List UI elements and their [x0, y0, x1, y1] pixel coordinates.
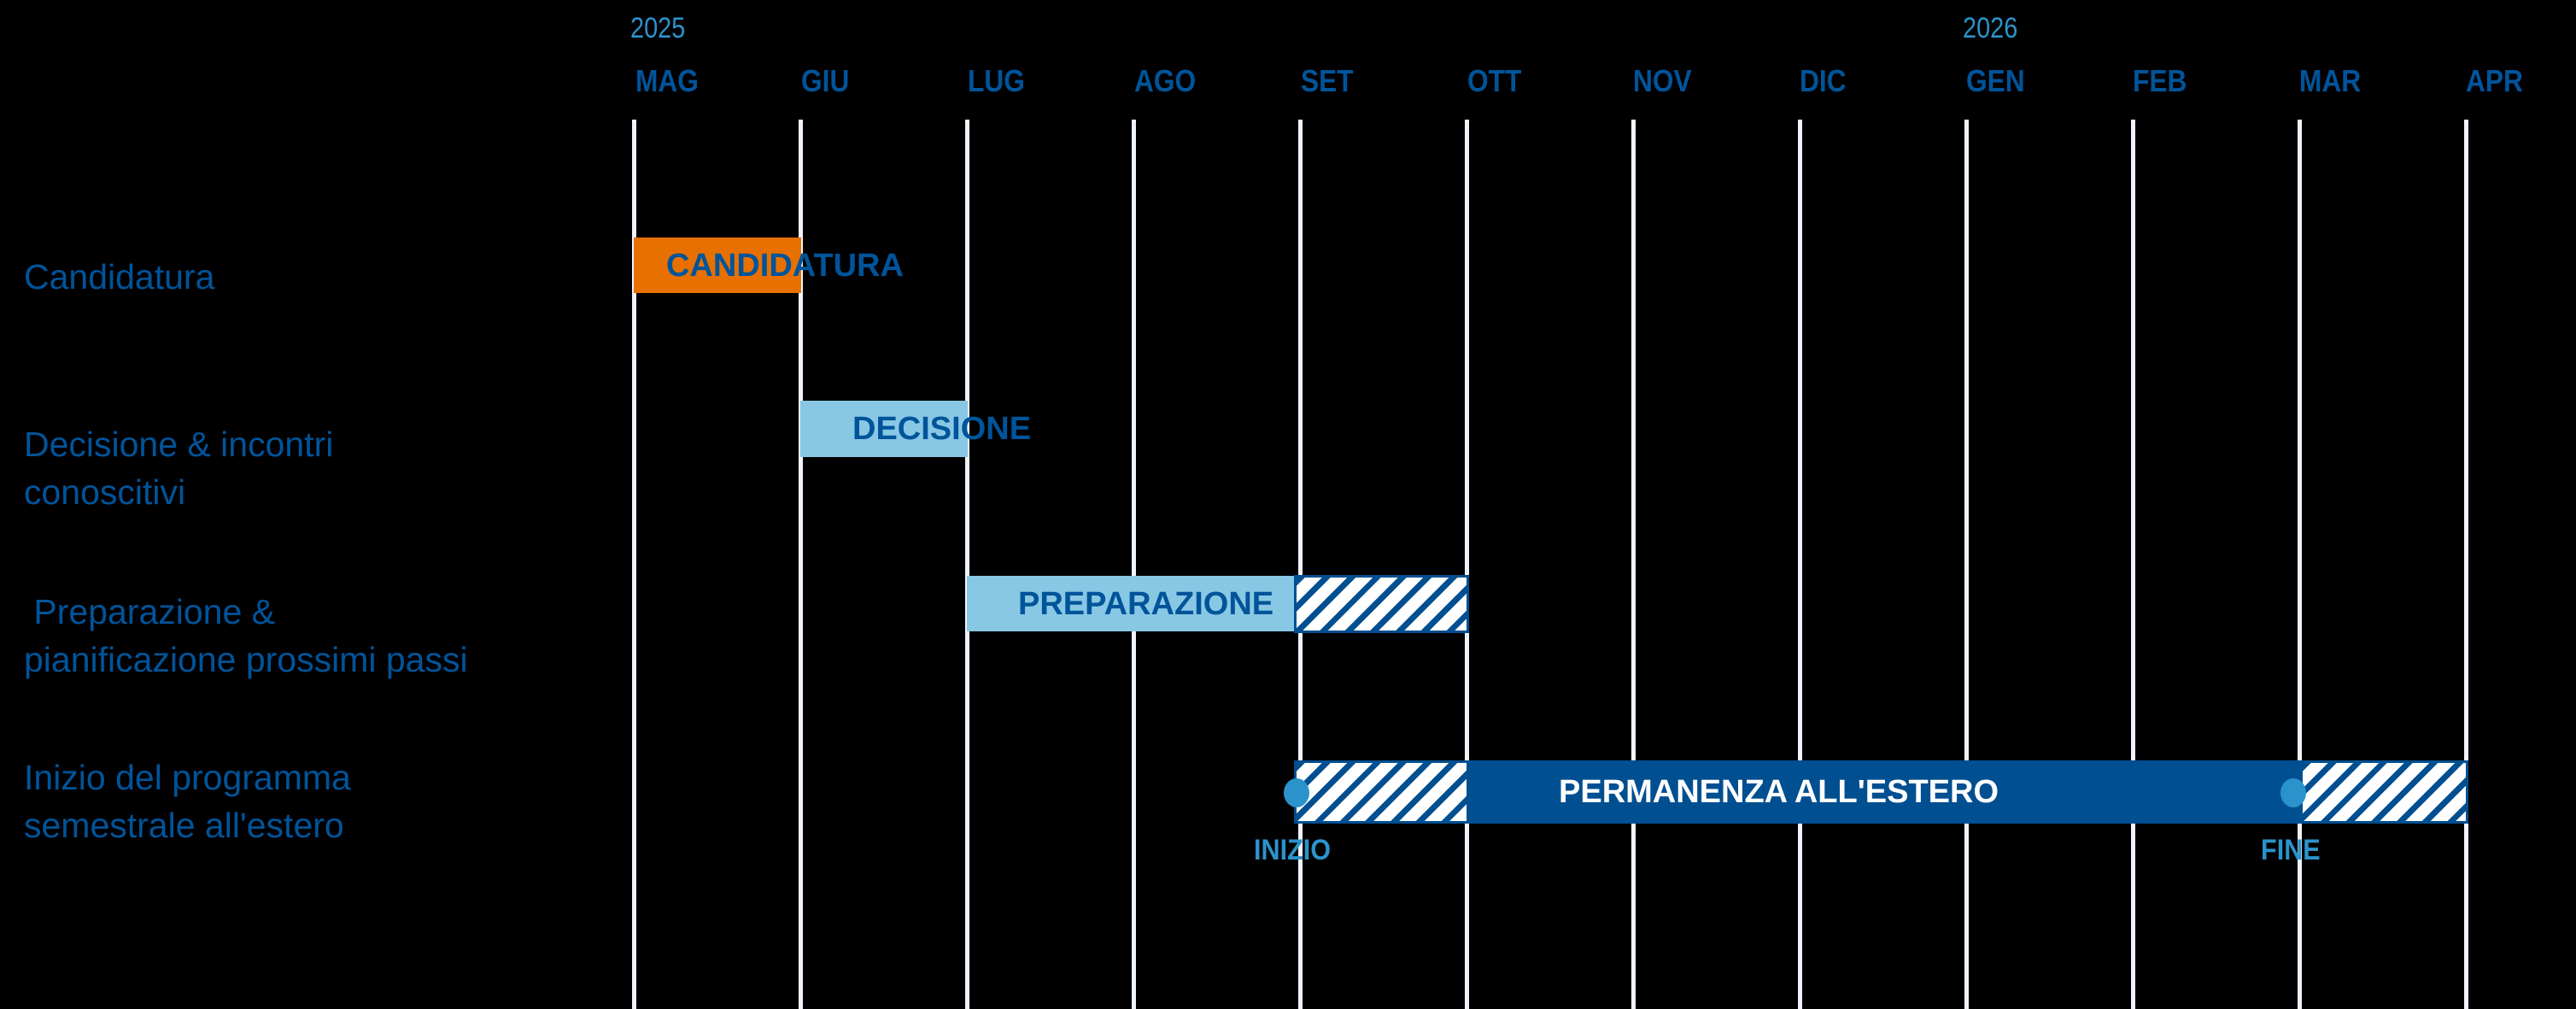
milestone-start-icon	[1284, 778, 1309, 807]
row-label-candidatura: Candidatura	[24, 257, 215, 296]
bar-label-permanenza: PERMANENZA ALL'ESTERO	[1559, 774, 1999, 810]
row-label-decisione-line1: Decisione & incontri	[24, 425, 334, 464]
month-label: SET	[1301, 63, 1354, 98]
row-label-inizio-line1: Inizio del programma	[24, 758, 351, 797]
bar-label-candidatura: CANDIDATURA	[666, 248, 904, 284]
year-label-2026: 2026	[1963, 12, 2018, 44]
bar-permanenza-tentative-start	[1294, 760, 1469, 824]
row-label-decisione-line2: conoscitivi	[24, 472, 186, 512]
gridline	[632, 120, 636, 1009]
month-label: FEB	[2133, 63, 2187, 98]
gridline	[1298, 120, 1303, 1009]
bar-preparazione-tentative	[1294, 575, 1469, 633]
gridline	[2131, 120, 2135, 1009]
milestone-end-icon	[2280, 778, 2306, 807]
bar-candidatura	[634, 238, 801, 293]
month-label: GIU	[801, 63, 850, 98]
month-label: LUG	[968, 63, 1025, 98]
row-label-inizio-line2: semestrale all'estero	[24, 806, 344, 845]
month-label: APR	[2466, 63, 2523, 98]
gridline	[2298, 120, 2302, 1009]
gridline	[1631, 120, 1636, 1009]
bar-permanenza-tentative-end	[2300, 760, 2468, 824]
row-label-preparazione-line2: pianificazione prossimi passi	[24, 640, 468, 679]
gridline	[1132, 120, 1136, 1009]
milestone-label-inizio: INIZIO	[1254, 834, 1332, 866]
month-label: MAG	[635, 63, 699, 98]
gridline	[799, 120, 803, 1009]
month-label: NOV	[1633, 63, 1692, 98]
bar-decisione	[800, 401, 968, 457]
bar-permanenza	[1467, 760, 2300, 824]
row-label-preparazione-line1: Preparazione &	[24, 592, 276, 631]
month-label: GEN	[1966, 63, 2025, 98]
year-label-2025: 2025	[630, 12, 686, 44]
gridline	[1465, 120, 1469, 1009]
month-label: OTT	[1467, 63, 1522, 98]
gridline	[965, 120, 969, 1009]
bar-label-decisione: DECISIONE	[852, 411, 1032, 447]
month-label: MAR	[2299, 63, 2362, 98]
bar-preparazione	[967, 576, 1300, 631]
bar-label-preparazione: PREPARAZIONE	[1018, 586, 1274, 622]
gridline	[1964, 120, 1969, 1009]
milestone-label-fine: FINE	[2261, 834, 2321, 866]
month-label: DIC	[1800, 63, 1847, 98]
gridline	[1798, 120, 1802, 1009]
month-label: AGO	[1134, 63, 1197, 98]
gridline	[2464, 120, 2468, 1009]
